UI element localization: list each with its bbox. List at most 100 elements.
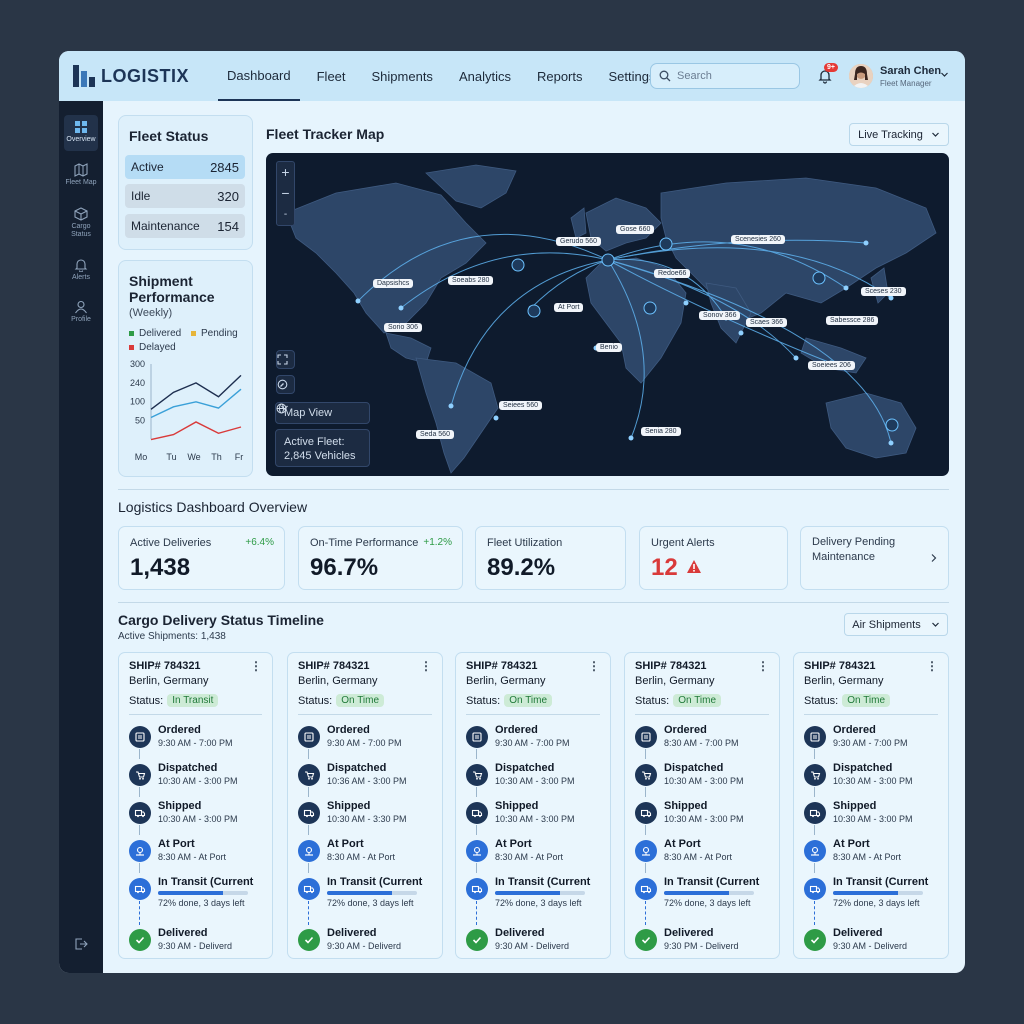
nav-dashboard[interactable]: Dashboard xyxy=(218,51,300,101)
world-map xyxy=(285,164,937,474)
more-options-icon[interactable]: ⋮ xyxy=(420,659,432,673)
step-name: Delivered xyxy=(158,927,208,939)
user-icon xyxy=(75,300,87,314)
map-label[interactable]: Gerudo 560 xyxy=(556,237,601,246)
shipment-status: Status: On Time xyxy=(466,694,553,707)
truck-icon xyxy=(466,878,488,900)
sidebar-item-fleet-map[interactable]: Fleet Map xyxy=(59,163,103,187)
map-label[interactable]: At Port xyxy=(554,303,584,312)
locate-button[interactable] xyxy=(276,375,295,394)
more-options-icon[interactable]: ⋮ xyxy=(250,659,262,673)
shipment-card[interactable]: SHIP# 784321 ⋮ Berlin, Germany Status: O… xyxy=(793,652,949,959)
map-label[interactable]: Dapsishcs xyxy=(373,279,414,288)
map-label[interactable]: Seiees 560 xyxy=(499,401,543,410)
map-label[interactable]: Gose 660 xyxy=(616,225,655,234)
step-name: Ordered xyxy=(833,724,876,736)
fleet-status-row-active[interactable]: Active 2845 xyxy=(125,155,245,179)
more-options-icon[interactable]: ⋮ xyxy=(926,659,938,673)
top-bar: LOGISTIX Dashboard Fleet Shipments Analy… xyxy=(59,51,965,101)
fleet-status-row-idle[interactable]: Idle 320 xyxy=(125,184,245,208)
timeline-connector xyxy=(814,787,815,797)
map-view-dropdown[interactable]: Map View xyxy=(275,402,370,424)
map-label[interactable]: Soeabs 280 xyxy=(448,276,494,285)
fleet-status-row-maintenance[interactable]: Maintenance 154 xyxy=(125,214,245,238)
map-label[interactable]: Senia 280 xyxy=(641,427,681,436)
sidebar-item-overview[interactable]: Overview xyxy=(64,115,98,151)
shipment-card[interactable]: SHIP# 784321 ⋮ Berlin, Germany Status: O… xyxy=(287,652,443,959)
live-tracking-dropdown[interactable]: Live Tracking xyxy=(849,123,949,146)
transit-progress-bar xyxy=(833,891,923,895)
zoom-reset-button[interactable]: - xyxy=(283,209,288,220)
kpi-active-deliveries[interactable]: Active Deliveries +6.4% 1,438 xyxy=(118,526,285,590)
logout-icon[interactable] xyxy=(74,937,88,951)
chevron-right-icon[interactable] xyxy=(929,553,938,563)
sidebar-item-label: Overview xyxy=(66,136,96,143)
fullscreen-button[interactable] xyxy=(276,350,295,369)
timeline-title: Cargo Delivery Status Timeline xyxy=(118,612,324,628)
map-label[interactable]: Scenesies 260 xyxy=(731,235,785,244)
step-time: 10:30 AM - 3:00 PM xyxy=(158,776,238,786)
y-tick-label: 300 xyxy=(130,359,145,369)
kpi-fleet-utilization[interactable]: Fleet Utilization 89.2% xyxy=(475,526,626,590)
step-name: Ordered xyxy=(664,724,707,736)
map-label[interactable]: Scaes 366 xyxy=(746,318,788,327)
series-line-2 xyxy=(150,421,242,441)
more-options-icon[interactable]: ⋮ xyxy=(757,659,769,673)
shipment-id: SHIP# 784321 xyxy=(466,660,538,672)
map-label[interactable]: Sonov 366 xyxy=(699,311,741,320)
chevron-down-icon xyxy=(931,622,939,627)
notification-badge: 9+ xyxy=(824,63,838,72)
kpi-on-time-performance[interactable]: On-Time Performance +1.2% 96.7% xyxy=(298,526,463,590)
step-name: In Transit (Current xyxy=(833,876,929,888)
fleet-status-title: Fleet Status xyxy=(129,128,209,144)
kpi-delivery-pending-maintenance[interactable]: Delivery Pending Maintenance xyxy=(800,526,949,590)
zoom-out-button[interactable]: − xyxy=(281,185,290,201)
search-box[interactable] xyxy=(650,63,800,89)
clipboard-icon xyxy=(635,726,657,748)
nav-reports[interactable]: Reports xyxy=(536,68,583,84)
kpi-urgent-alerts[interactable]: Urgent Alerts 12 xyxy=(639,526,788,590)
sidebar-item-alerts[interactable]: Alerts xyxy=(59,258,103,282)
search-input[interactable] xyxy=(677,70,787,82)
sidebar-item-profile[interactable]: Profile xyxy=(59,300,103,324)
user-name[interactable]: Sarah Chen xyxy=(880,65,942,77)
more-options-icon[interactable]: ⋮ xyxy=(588,659,600,673)
clipboard-icon xyxy=(466,726,488,748)
timeline-connector xyxy=(814,901,815,925)
kpi-label: Fleet Utilization xyxy=(487,537,563,549)
shipment-type-dropdown[interactable]: Air Shipments xyxy=(844,613,948,636)
nav-analytics[interactable]: Analytics xyxy=(458,68,511,84)
step-name: At Port xyxy=(833,838,870,850)
timeline-connector xyxy=(476,749,477,759)
timeline-connector xyxy=(308,825,309,835)
nav-fleet[interactable]: Fleet xyxy=(316,68,346,84)
map-label[interactable]: Redoe66 xyxy=(654,269,691,278)
logo[interactable]: LOGISTIX xyxy=(73,65,218,87)
kpi-label: On-Time Performance xyxy=(310,537,419,549)
timeline-subtitle: Active Shipments: 1,438 xyxy=(118,631,226,642)
shipment-card[interactable]: SHIP# 784321 ⋮ Berlin, Germany Status: O… xyxy=(624,652,780,959)
active-fleet-box: Active Fleet: 2,845 Vehicles xyxy=(275,429,370,467)
shipment-id: SHIP# 784321 xyxy=(129,660,201,672)
shipment-card[interactable]: SHIP# 784321 ⋮ Berlin, Germany Status: O… xyxy=(455,652,611,959)
zoom-in-button[interactable]: + xyxy=(281,164,290,180)
map-label[interactable]: Soeiees 206 xyxy=(808,361,855,370)
nav-settings[interactable]: Settings xyxy=(608,68,656,84)
map-label[interactable]: Sabessce 286 xyxy=(826,316,879,325)
fleet-tracker-map[interactable]: Gerudo 560 Gose 660 Scenesies 260 Dapsis… xyxy=(266,153,949,476)
step-name: Ordered xyxy=(158,724,201,736)
shipment-card[interactable]: SHIP# 784321 ⋮ Berlin, Germany Status: I… xyxy=(118,652,273,959)
transit-progress-bar xyxy=(664,891,754,895)
sidebar-item-cargo-status[interactable]: Cargo Status xyxy=(59,207,103,239)
avatar[interactable] xyxy=(849,64,873,88)
truck-icon xyxy=(804,802,826,824)
map-label[interactable]: Seda 560 xyxy=(416,430,454,439)
expand-icon xyxy=(277,354,288,365)
map-label[interactable]: Benio xyxy=(596,343,622,352)
map-label[interactable]: Sorio 306 xyxy=(384,323,422,332)
chevron-down-icon[interactable] xyxy=(940,70,949,79)
transit-progress-bar xyxy=(327,891,417,895)
sidebar-item-label: Fleet Map xyxy=(65,179,97,186)
nav-shipments[interactable]: Shipments xyxy=(371,68,433,84)
map-label[interactable]: Sceses 230 xyxy=(861,287,906,296)
